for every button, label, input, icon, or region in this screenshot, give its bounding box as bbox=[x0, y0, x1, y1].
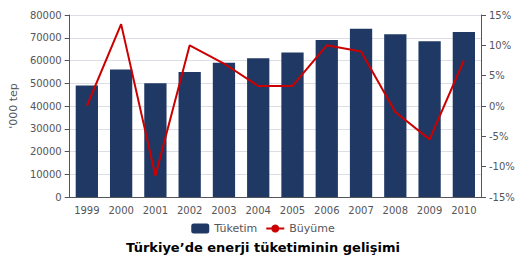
svg-text:2004: 2004 bbox=[245, 205, 270, 216]
svg-text:0: 0 bbox=[55, 192, 61, 203]
svg-text:2009: 2009 bbox=[417, 205, 442, 216]
svg-text:5%: 5% bbox=[489, 70, 505, 81]
svg-text:Türkiye’de enerji tüketiminin: Türkiye’de enerji tüketiminin gelişimi bbox=[126, 240, 400, 255]
svg-text:-10%: -10% bbox=[489, 161, 515, 172]
svg-text:10%: 10% bbox=[489, 40, 511, 51]
svg-text:2010: 2010 bbox=[451, 205, 476, 216]
svg-text:30000: 30000 bbox=[30, 123, 62, 134]
svg-text:2000: 2000 bbox=[108, 205, 133, 216]
svg-text:1999: 1999 bbox=[74, 205, 99, 216]
svg-text:50000: 50000 bbox=[30, 78, 62, 89]
svg-text:2008: 2008 bbox=[383, 205, 408, 216]
svg-text:20000: 20000 bbox=[30, 146, 62, 157]
svg-text:Tüketim: Tüketim bbox=[213, 222, 257, 235]
svg-text:2006: 2006 bbox=[314, 205, 339, 216]
svg-text:2003: 2003 bbox=[211, 205, 236, 216]
svg-text:-5%: -5% bbox=[489, 131, 508, 142]
svg-text:2002: 2002 bbox=[177, 205, 202, 216]
svg-text:0%: 0% bbox=[489, 101, 505, 112]
svg-text:2001: 2001 bbox=[143, 205, 168, 216]
svg-text:10000: 10000 bbox=[30, 169, 62, 180]
svg-text:15%: 15% bbox=[489, 10, 511, 21]
svg-text:'000 tep: '000 tep bbox=[7, 83, 20, 129]
svg-text:40000: 40000 bbox=[30, 101, 62, 112]
svg-text:2007: 2007 bbox=[348, 205, 373, 216]
svg-text:60000: 60000 bbox=[30, 55, 62, 66]
svg-text:80000: 80000 bbox=[30, 10, 62, 21]
svg-text:70000: 70000 bbox=[30, 32, 62, 43]
svg-text:Büyüme: Büyüme bbox=[289, 222, 335, 235]
svg-text:-15%: -15% bbox=[489, 192, 515, 203]
svg-text:2005: 2005 bbox=[280, 205, 305, 216]
